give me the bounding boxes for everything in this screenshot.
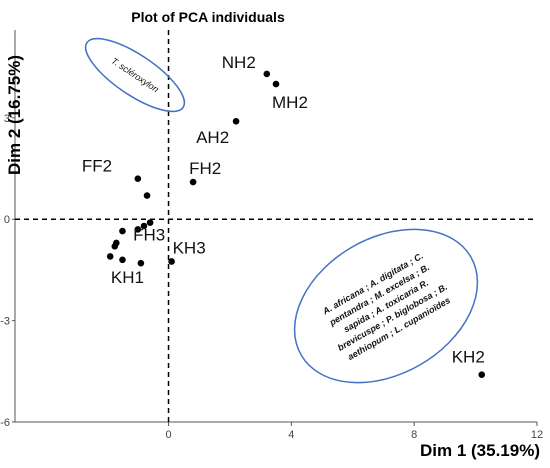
data-point xyxy=(134,175,142,182)
data-point xyxy=(168,258,175,265)
data-point xyxy=(134,226,142,233)
point-label: MH2 xyxy=(272,93,308,112)
point-label: FH2 xyxy=(189,159,221,178)
ticks: 0 4 8 12 -6 -3 0 3 xyxy=(0,113,543,441)
x-tick-label: 4 xyxy=(288,429,294,441)
data-point xyxy=(111,242,119,250)
axes xyxy=(14,30,537,423)
data-point xyxy=(263,70,271,78)
reference-lines xyxy=(15,30,537,422)
data-point xyxy=(146,219,154,226)
y-tick-label: -6 xyxy=(0,417,10,429)
x-axis-title: Dim 1 (35.19%) xyxy=(420,441,540,460)
data-point xyxy=(119,227,126,235)
data-point xyxy=(478,371,486,378)
y-tick-label: 0 xyxy=(4,214,10,226)
point-label: KH2 xyxy=(452,348,485,367)
annotation-ellipse-large xyxy=(293,228,479,384)
y-tick-label: -3 xyxy=(0,316,10,328)
point-label: FF2 xyxy=(82,157,112,176)
point-label: NH2 xyxy=(222,53,256,72)
data-point xyxy=(140,222,148,230)
data-point xyxy=(232,117,240,125)
data-point xyxy=(106,253,114,260)
point-labels: NH2 MH2 AH2 FH2 FF2 FH3 KH1 KH3 KH2 xyxy=(82,53,485,367)
chart-title: Plot of PCA individuals xyxy=(131,9,285,25)
data-point xyxy=(137,259,145,267)
point-label: KH3 xyxy=(173,238,206,257)
data-point xyxy=(143,192,151,199)
point-label: FH3 xyxy=(133,226,165,245)
data-points xyxy=(106,70,486,378)
data-point xyxy=(119,256,126,264)
annotation-text-small: T. scléroxylon xyxy=(110,56,161,95)
y-tick-label: 3 xyxy=(4,113,10,125)
annotation-ellipse-small xyxy=(84,37,186,113)
point-label: KH1 xyxy=(111,268,144,287)
x-tick-label: 0 xyxy=(165,429,171,441)
x-tick-label: 8 xyxy=(411,429,417,441)
data-point xyxy=(272,80,280,88)
x-tick-label: 12 xyxy=(531,429,543,441)
y-axis-title: Dim 2 (16.75%) xyxy=(5,55,24,175)
data-point xyxy=(189,178,197,186)
point-label: AH2 xyxy=(196,128,229,147)
